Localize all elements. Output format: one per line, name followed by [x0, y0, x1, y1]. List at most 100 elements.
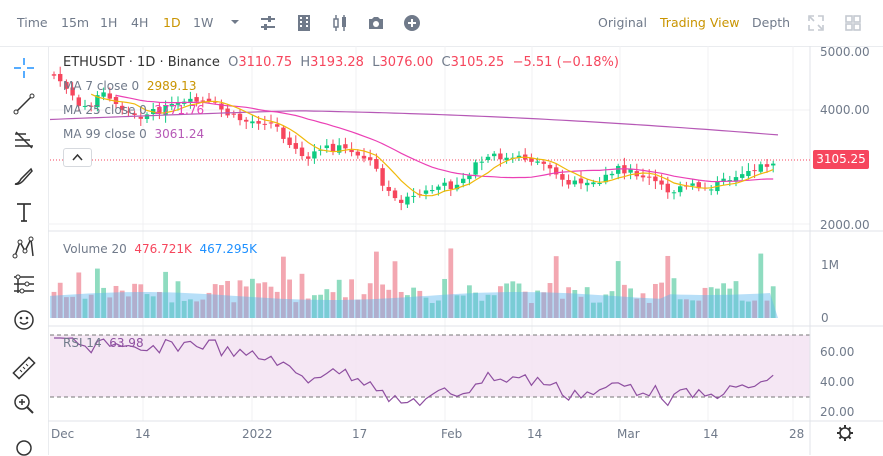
candle-body	[585, 182, 590, 186]
fullscreen-icon[interactable]	[808, 15, 824, 31]
settings-sliders-icon[interactable]	[259, 14, 277, 32]
candle-body	[721, 178, 726, 182]
volume-bar	[591, 302, 596, 318]
candle-body	[324, 145, 329, 149]
volume-bar	[696, 300, 702, 318]
text-tool-icon[interactable]	[12, 200, 36, 224]
candle-body	[405, 196, 410, 205]
time-axis-tick: 14	[135, 427, 151, 441]
candle-body	[616, 165, 621, 174]
volume-bar	[119, 290, 125, 318]
volume-bar	[715, 288, 720, 318]
volume-bar	[324, 289, 330, 318]
candle-body	[578, 178, 584, 184]
candle-body	[343, 144, 348, 149]
volume-bar	[522, 291, 528, 318]
candle-body	[70, 87, 75, 96]
interval-dropdown-icon[interactable]	[229, 16, 241, 28]
volume-bar	[188, 299, 193, 318]
candle-body	[436, 186, 441, 190]
ma99-label: MA 99 close 0	[63, 127, 147, 141]
rsi-label: RSI 14	[63, 336, 102, 350]
pattern-tool-icon[interactable]	[12, 236, 36, 260]
volume-bar	[293, 302, 299, 318]
candle-body	[163, 105, 168, 116]
candle-body	[337, 145, 342, 153]
brush-icon[interactable]	[12, 164, 36, 188]
volume-bar	[708, 287, 714, 318]
volume-bar	[225, 280, 230, 318]
layout-grid-icon[interactable]	[845, 15, 861, 31]
volume-bar	[113, 285, 119, 318]
camera-icon[interactable]	[367, 14, 385, 32]
volume-bar	[206, 292, 212, 318]
volume-bar	[157, 291, 162, 318]
candle-body	[51, 74, 57, 76]
candle-body	[312, 151, 317, 159]
volume-bar	[677, 299, 683, 318]
chart-canvas[interactable]	[48, 46, 883, 455]
fibonacci-tool-icon[interactable]	[12, 128, 36, 152]
ma25-line	[115, 94, 774, 183]
volume-bar	[398, 291, 404, 318]
rsi-legend: RSI 14 63.98	[63, 336, 144, 350]
add-plus-icon[interactable]	[403, 14, 421, 32]
ruler-icon[interactable]	[12, 356, 36, 380]
time-axis-tick: Mar	[617, 427, 640, 441]
candle-body	[467, 175, 472, 180]
candle-body	[640, 175, 646, 178]
interval-15m[interactable]: 15m	[61, 15, 90, 30]
candle-body	[609, 173, 615, 176]
candle-body	[89, 105, 94, 107]
settings-gear-icon[interactable]	[837, 425, 853, 441]
candle-body	[485, 156, 491, 161]
volume-bar	[274, 291, 280, 318]
view-original[interactable]: Original	[598, 15, 647, 30]
candle-body	[535, 161, 540, 163]
zoom-in-icon[interactable]	[12, 392, 36, 416]
volume-bar	[349, 279, 354, 318]
interval-1w[interactable]: 1W	[193, 15, 214, 30]
candlestick-type-icon[interactable]	[331, 14, 349, 32]
time-axis-tick: 14	[703, 427, 719, 441]
volume-bar	[281, 256, 286, 318]
volume-bar	[467, 285, 472, 318]
volume-bar	[163, 271, 168, 318]
ma7-line	[90, 93, 774, 197]
volume-label: Volume 20	[63, 242, 127, 256]
time-axis-tick: 2022	[242, 427, 273, 441]
interval-4h[interactable]: 4H	[131, 15, 149, 30]
emoji-icon[interactable]	[12, 308, 36, 332]
candle-body	[399, 199, 404, 203]
ma25-label: MA 25 close 0	[63, 103, 147, 117]
volume-bar	[770, 286, 776, 318]
trend-line-icon[interactable]	[12, 92, 36, 116]
view-depth[interactable]: Depth	[752, 15, 791, 30]
volume-bar	[374, 251, 379, 318]
volume-bar	[516, 283, 522, 318]
candle-body	[132, 113, 137, 115]
volume-bar	[181, 300, 187, 318]
candle-body	[392, 190, 398, 199]
candle-body	[268, 122, 274, 124]
candle-body	[547, 164, 553, 169]
interval-1h[interactable]: 1H	[100, 15, 118, 30]
candle-body	[665, 183, 670, 193]
collapse-legend-button[interactable]	[63, 148, 92, 167]
volume-bar	[622, 284, 627, 318]
candle-body	[380, 168, 385, 186]
volume-bar	[380, 284, 385, 318]
interval-time[interactable]: Time	[17, 15, 48, 30]
volume-bar	[491, 295, 497, 318]
prediction-tool-icon[interactable]	[12, 272, 36, 296]
volume-bar	[640, 293, 646, 318]
candle-body	[200, 100, 205, 102]
open-value: 3110.75	[238, 55, 293, 70]
crosshair-icon[interactable]	[12, 56, 36, 80]
view-trading-view[interactable]: Trading View	[660, 15, 740, 30]
indicators-building-icon[interactable]	[295, 14, 313, 32]
interval-1d[interactable]: 1D	[163, 15, 181, 30]
magnet-icon[interactable]	[12, 438, 36, 456]
volume-bar	[392, 261, 398, 318]
candle-body	[244, 119, 249, 122]
